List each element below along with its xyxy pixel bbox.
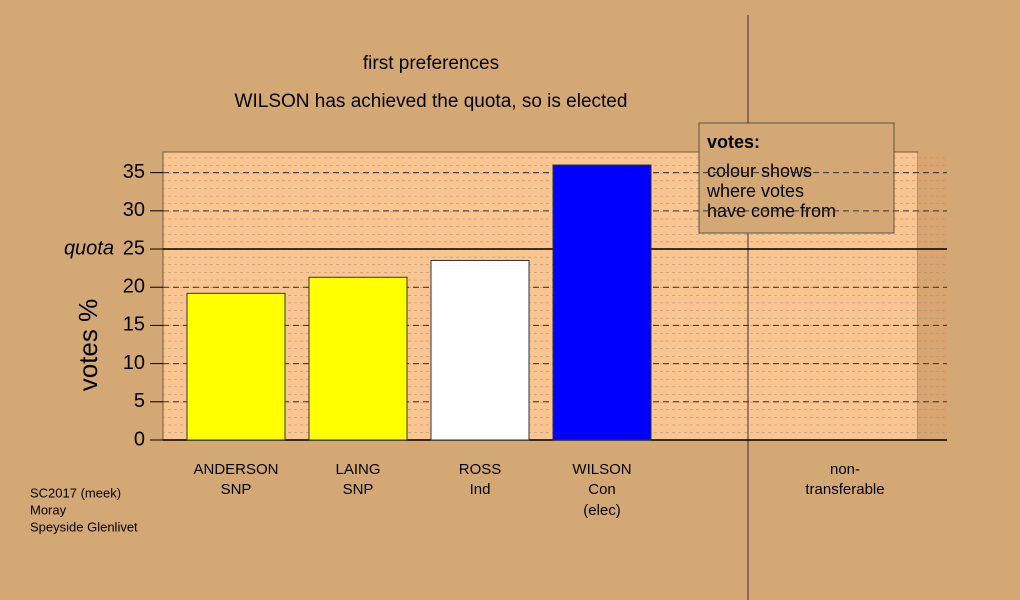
x-tick-label: SNP	[343, 481, 374, 498]
elected-label: (elec)	[583, 502, 621, 519]
legend-title: votes:	[707, 132, 760, 152]
footer-text: Speyside Glenlivet	[30, 519, 138, 534]
x-tick-label: transferable	[805, 481, 884, 498]
y-tick-label: 0	[134, 428, 145, 450]
y-tick-label: 15	[123, 314, 145, 336]
y-tick-label: 5	[134, 390, 145, 412]
chart-title: first preferences	[363, 53, 499, 74]
x-tick-label: ANDERSON	[193, 461, 278, 478]
x-tick-label: ROSS	[459, 461, 502, 478]
y-tick-label: 10	[123, 352, 145, 374]
y-tick-label: 30	[123, 199, 145, 221]
x-tick-label: Ind	[470, 481, 491, 498]
x-tick-label: Con	[588, 481, 616, 498]
footer-text: SC2017 (meek)	[30, 485, 121, 500]
legend-text: have come from	[707, 201, 836, 221]
footer-text: Moray	[30, 502, 67, 517]
x-tick-label: LAING	[335, 461, 380, 478]
bar	[430, 259, 530, 441]
y-tick-label: 25	[123, 237, 145, 259]
bar	[308, 276, 408, 441]
legend-text: where votes	[706, 181, 804, 201]
bar	[186, 292, 286, 441]
chart-subtitle: WILSON has achieved the quota, so is ele…	[235, 91, 628, 112]
y-tick-label: 20	[123, 275, 145, 297]
y-axis-title: votes %	[73, 299, 103, 392]
legend-text: colour shows	[707, 161, 812, 181]
x-tick-label: non-	[830, 461, 860, 478]
y-tick-label: 35	[123, 161, 145, 183]
bar	[552, 164, 652, 441]
x-tick-label: SNP	[221, 481, 252, 498]
legend-box	[698, 122, 895, 234]
quota-label: quota	[64, 237, 114, 259]
x-tick-label: WILSON	[572, 461, 631, 478]
